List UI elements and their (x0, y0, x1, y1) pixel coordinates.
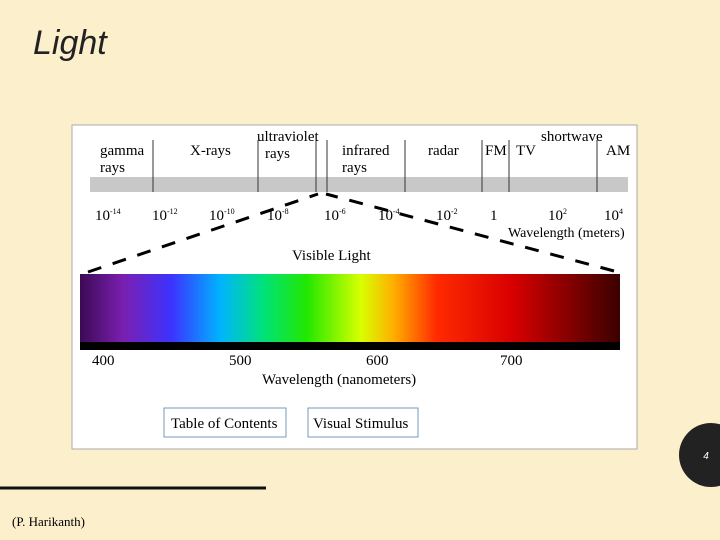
page-number: 4 (703, 451, 709, 462)
band-label: rays (265, 146, 290, 162)
tick-base: 10 (604, 208, 619, 224)
wavelength-tick: 1 (490, 208, 498, 224)
button-label[interactable]: Table of Contents (171, 416, 278, 432)
button-frame[interactable] (307, 407, 419, 438)
button[interactable]: Table of Contents (163, 407, 287, 438)
band-label: gamma (100, 143, 144, 159)
visible-title: Visible Light (292, 248, 372, 264)
visible-spectrum (80, 274, 620, 343)
slide-title: Light (33, 24, 108, 62)
tick-exponent: 4 (619, 207, 623, 216)
wavelength-tick: 10-14 (95, 207, 121, 224)
button-frame[interactable] (163, 407, 287, 438)
tick-exponent: -6 (339, 207, 346, 216)
tick-exponent: 2 (563, 207, 567, 216)
band-label: TV (516, 143, 536, 159)
tick-base: 10 (378, 208, 393, 224)
band-label: radar (428, 143, 459, 159)
wavelength-tick: 10-4 (378, 207, 400, 224)
tick-exponent: -10 (224, 207, 235, 216)
band-label: rays (342, 160, 367, 176)
tick-base: 10 (436, 208, 451, 224)
band-label: ultraviolet (257, 129, 319, 145)
tick-exponent: -12 (167, 207, 178, 216)
band-label: X-rays (190, 143, 231, 159)
visible-tick: 400 (92, 353, 115, 369)
visible-tick: 600 (366, 353, 389, 369)
tick-base: 10 (95, 208, 110, 224)
tick-base: 10 (324, 208, 339, 224)
button[interactable]: Visual Stimulus (307, 407, 419, 438)
visible-tick: 700 (500, 353, 523, 369)
spectrum-band (90, 177, 628, 192)
band-label: FM (485, 143, 507, 159)
band-label: rays (100, 160, 125, 176)
footer-credit: (P. Harikanth) (12, 514, 85, 529)
wavelength-tick: 10-12 (152, 207, 178, 224)
axis-label: Wavelength (nanometers) (262, 372, 416, 388)
tick-base: 10 (209, 208, 224, 224)
tick-exponent: -8 (282, 207, 289, 216)
band-label: infrared (342, 143, 390, 159)
page-badge (679, 423, 720, 487)
wavelength-tick: 102 (548, 207, 567, 224)
tick-base: 10 (152, 208, 167, 224)
tick-base: 10 (548, 208, 563, 224)
visible-axis (80, 342, 620, 350)
wavelength-tick: 10-2 (436, 207, 458, 224)
wavelength-tick: 10-10 (209, 207, 235, 224)
wavelength-tick: 104 (604, 207, 623, 224)
band-label: shortwave (541, 129, 603, 145)
tick-base: 1 (490, 208, 498, 224)
tick-base: 10 (267, 208, 282, 224)
visible-tick: 500 (229, 353, 252, 369)
axis-label: Wavelength (meters) (508, 226, 625, 241)
tick-exponent: -14 (110, 207, 121, 216)
tick-exponent: -4 (393, 207, 400, 216)
band-label: AM (606, 143, 630, 159)
button-label[interactable]: Visual Stimulus (313, 416, 409, 432)
wavelength-tick: 10-6 (324, 207, 346, 224)
tick-exponent: -2 (451, 207, 458, 216)
wavelength-tick: 10-8 (267, 207, 289, 224)
